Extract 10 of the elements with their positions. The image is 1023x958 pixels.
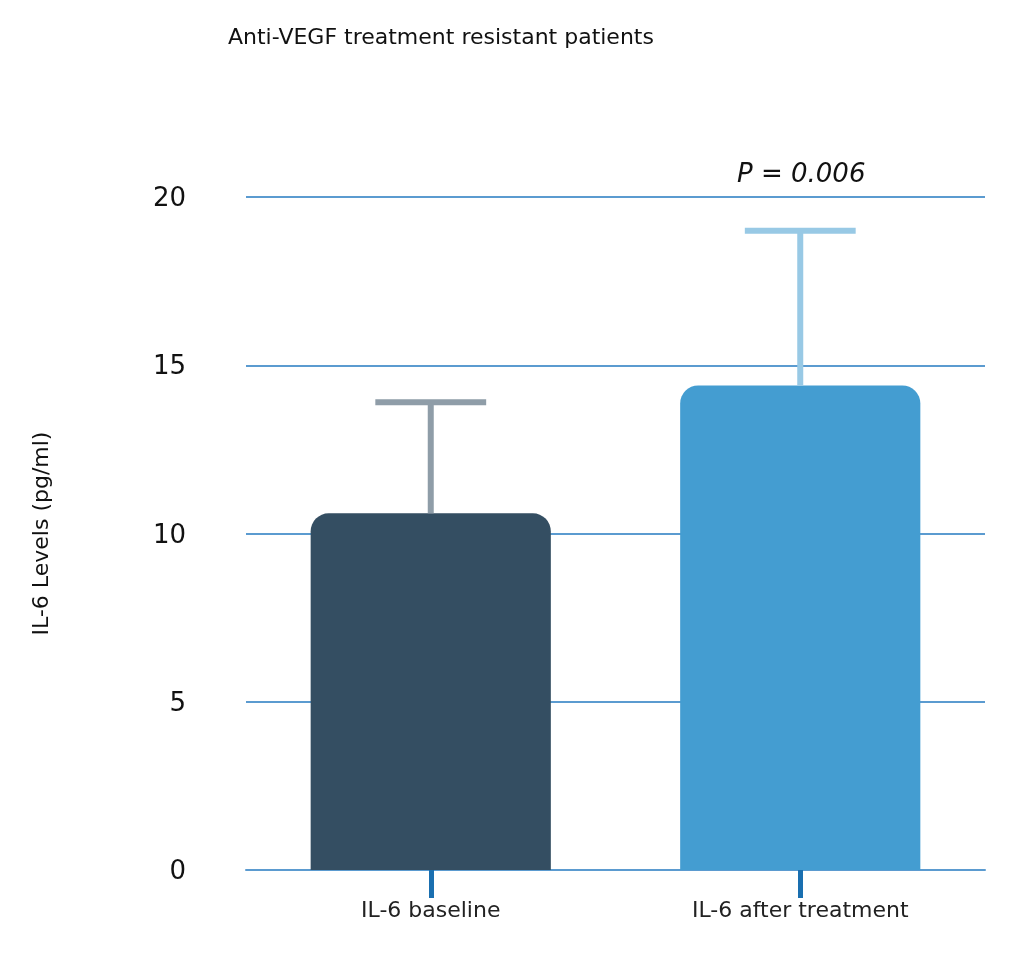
y-axis-title: IL-6 Levels (pg/ml) bbox=[27, 431, 53, 636]
chart-title: Anti-VEGF treatment resistant patients bbox=[228, 23, 654, 49]
y-tick-label: 0 bbox=[169, 855, 186, 885]
y-tick-label: 10 bbox=[152, 518, 186, 549]
y-tick-label: 15 bbox=[152, 350, 186, 381]
x-tick-label: IL-6 baseline bbox=[361, 896, 501, 922]
text: P = 0.006 bbox=[737, 158, 866, 188]
x-tick-label: IL-6 after treatment bbox=[691, 896, 909, 922]
y-tick-label: 5 bbox=[169, 686, 186, 717]
y-tick-label: 20 bbox=[152, 182, 186, 212]
